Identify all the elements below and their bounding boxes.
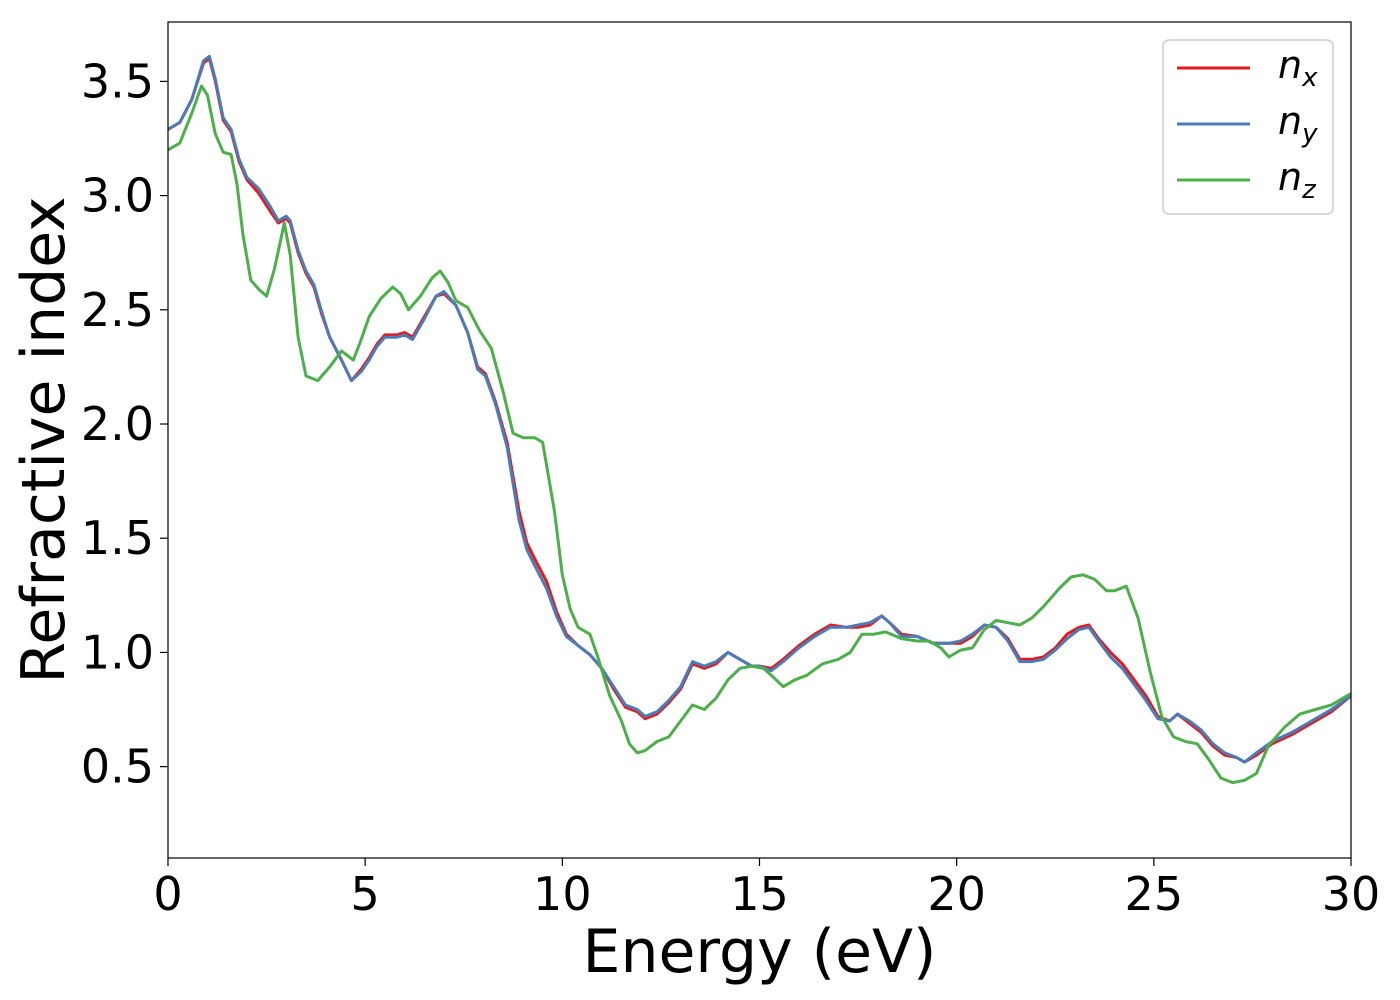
series-line-ny (168, 54, 1351, 764)
x-axis-ticks: 0 5 10 15 20 25 30 (153, 858, 1380, 921)
y-tick-label: 3.0 (81, 169, 154, 223)
y-tick-label: 0.5 (81, 740, 154, 794)
legend-label-ny: ny (1278, 99, 1318, 149)
x-tick-label: 0 (153, 867, 182, 921)
y-tick-label: 1.0 (81, 625, 154, 679)
y-axis-ticks: 0.5 1.0 1.5 2.0 2.5 3.0 3.5 (81, 54, 168, 794)
legend: nx ny nz (1162, 39, 1334, 215)
y-axis-title: Refractive index (9, 196, 79, 683)
x-tick-label: 15 (730, 867, 789, 921)
series-line-nz (168, 84, 1351, 785)
y-tick-label: 3.5 (81, 54, 154, 108)
x-tick-label: 25 (1125, 867, 1184, 921)
y-tick-label: 1.5 (81, 511, 154, 565)
legend-label-nx: nx (1278, 43, 1318, 93)
legend-label-nz: nz (1278, 155, 1317, 205)
x-axis-title: Energy (eV) (583, 917, 937, 987)
x-tick-label: 10 (533, 867, 592, 921)
y-tick-label: 2.0 (81, 397, 154, 451)
x-tick-label: 5 (351, 867, 380, 921)
x-tick-label: 30 (1322, 867, 1381, 921)
series-layer (168, 54, 1351, 785)
y-tick-label: 2.5 (81, 283, 154, 337)
x-tick-label: 20 (927, 867, 986, 921)
legend-box (1162, 39, 1334, 215)
